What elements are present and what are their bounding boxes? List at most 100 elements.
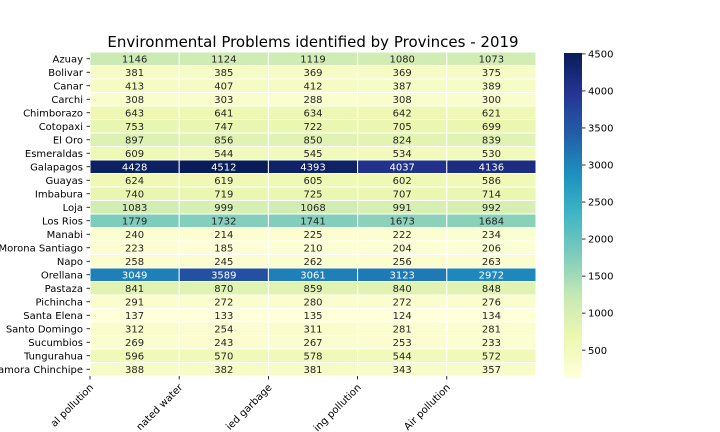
- cell-value-label: 233: [482, 338, 501, 349]
- cell-value-label: 281: [393, 324, 412, 335]
- cell-value-label: 545: [303, 149, 322, 160]
- cell-value-label: 303: [214, 95, 233, 106]
- cell-value-label: 206: [482, 243, 501, 254]
- cell-value-label: 288: [303, 95, 322, 106]
- column-tick-label: ing pollution: [312, 382, 364, 432]
- cell-value-label: 992: [482, 203, 501, 214]
- cell-value-label: 135: [303, 311, 322, 322]
- colorbar-tick-label: 1500: [588, 272, 613, 283]
- cell-value-label: 262: [303, 257, 322, 268]
- cell-value-label: 722: [303, 122, 322, 133]
- row-tick-label: amora Chinchipe: [0, 365, 83, 376]
- heatmap-cells: 1146 1124 1119 1080 1073 381 385 369 369 375 413 40…: [89, 51, 537, 377]
- cell-value-label: 312: [125, 324, 144, 335]
- cell-value-label: 839: [482, 135, 501, 146]
- colorbar-tick-label: 2000: [588, 235, 613, 246]
- row-tick-label: Pastaza: [45, 284, 83, 295]
- cell-value-label: 412: [303, 81, 322, 92]
- cell-value-label: 375: [482, 68, 501, 79]
- cell-value-label: 602: [393, 176, 412, 187]
- cell-value-label: 137: [125, 311, 144, 322]
- colorbar-tick-label: 500: [588, 346, 607, 357]
- column-tick-labels: al pollution nated water ied garbage ing po…: [49, 376, 453, 432]
- cell-value-label: 624: [125, 176, 144, 187]
- cell-value-label: 223: [125, 243, 144, 254]
- cell-value-label: 300: [482, 95, 501, 106]
- cell-value-label: 634: [303, 108, 322, 119]
- cell-value-label: 643: [125, 108, 144, 119]
- cell-value-label: 897: [125, 135, 144, 146]
- cell-value-label: 124: [393, 311, 412, 322]
- cell-value-label: 240: [125, 230, 144, 241]
- cell-value-label: 534: [393, 149, 412, 160]
- cell-value-label: 253: [393, 338, 412, 349]
- cell-value-label: 578: [303, 351, 322, 362]
- cell-value-label: 369: [303, 68, 322, 79]
- cell-value-label: 272: [393, 297, 412, 308]
- cell-value-label: 586: [482, 176, 501, 187]
- colorbar: 500 1000 1500 2000 2500 3000 3500 4000 4500: [564, 49, 613, 378]
- cell-value-label: 714: [482, 189, 501, 200]
- cell-value-label: 1684: [479, 216, 504, 227]
- column-tick-label: Air pollution: [402, 382, 453, 432]
- cell-value-label: 3589: [211, 270, 236, 281]
- cell-value-label: 204: [393, 243, 412, 254]
- cell-value-label: 641: [214, 108, 233, 119]
- cell-value-label: 999: [214, 203, 233, 214]
- cell-value-label: 387: [393, 81, 412, 92]
- cell-value-label: 272: [214, 297, 233, 308]
- cell-value-label: 185: [214, 243, 233, 254]
- colorbar-tick-label: 3000: [588, 161, 613, 172]
- row-tick-label: Orellana: [41, 270, 83, 281]
- cell-value-label: 243: [214, 338, 233, 349]
- cell-value-label: 256: [393, 257, 412, 268]
- row-tick-label: Manabi: [47, 230, 83, 241]
- chart-title: Environmental Problems identified by Pro…: [107, 33, 518, 51]
- cell-value-label: 269: [125, 338, 144, 349]
- cell-value-label: 753: [125, 122, 144, 133]
- cell-value-label: 1146: [122, 54, 147, 65]
- row-tick-label: Canar: [53, 81, 84, 92]
- cell-value-label: 848: [482, 284, 501, 295]
- cell-value-label: 413: [125, 81, 144, 92]
- cell-value-label: 225: [303, 230, 322, 241]
- cell-value-label: 4136: [479, 162, 504, 173]
- cell-value-label: 133: [214, 311, 233, 322]
- cell-value-label: 343: [393, 365, 412, 376]
- cell-value-label: 705: [393, 122, 412, 133]
- cell-value-label: 385: [214, 68, 233, 79]
- column-tick-label: nated water: [135, 382, 186, 432]
- cell-value-label: 369: [393, 68, 412, 79]
- cell-value-label: 308: [393, 95, 412, 106]
- cell-value-label: 4428: [122, 162, 147, 173]
- cell-value-label: 609: [125, 149, 144, 160]
- cell-value-label: 3061: [300, 270, 325, 281]
- colorbar-gradient: [564, 53, 582, 378]
- cell-value-label: 1779: [122, 216, 147, 227]
- cell-value-label: 357: [482, 365, 501, 376]
- cell-value-label: 841: [125, 284, 144, 295]
- cell-value-label: 619: [214, 176, 233, 187]
- cell-value-label: 308: [125, 95, 144, 106]
- cell-value-label: 699: [482, 122, 501, 133]
- cell-value-label: 605: [303, 176, 322, 187]
- cell-value-label: 544: [214, 149, 233, 160]
- cell-value-label: 1073: [479, 54, 504, 65]
- cell-value-label: 859: [303, 284, 322, 295]
- cell-value-label: 707: [393, 189, 412, 200]
- cell-value-label: 840: [393, 284, 412, 295]
- row-tick-label: Santo Domingo: [6, 324, 83, 335]
- colorbar-tick-label: 2500: [588, 198, 613, 209]
- row-tick-label: Tungurahua: [23, 351, 83, 362]
- cell-value-label: 1732: [211, 216, 236, 227]
- row-tick-label: Bolivar: [48, 68, 84, 79]
- heatmap-cell: [446, 362, 537, 377]
- cell-value-label: 388: [125, 365, 144, 376]
- row-tick-label: Galapagos: [30, 162, 83, 173]
- cell-value-label: 856: [214, 135, 233, 146]
- row-tick-label: Cotopaxi: [39, 122, 83, 133]
- cell-value-label: 3049: [122, 270, 147, 281]
- column-tick-label: ied garbage: [224, 382, 274, 432]
- cell-value-label: 4512: [211, 162, 236, 173]
- cell-value-label: 1083: [122, 203, 147, 214]
